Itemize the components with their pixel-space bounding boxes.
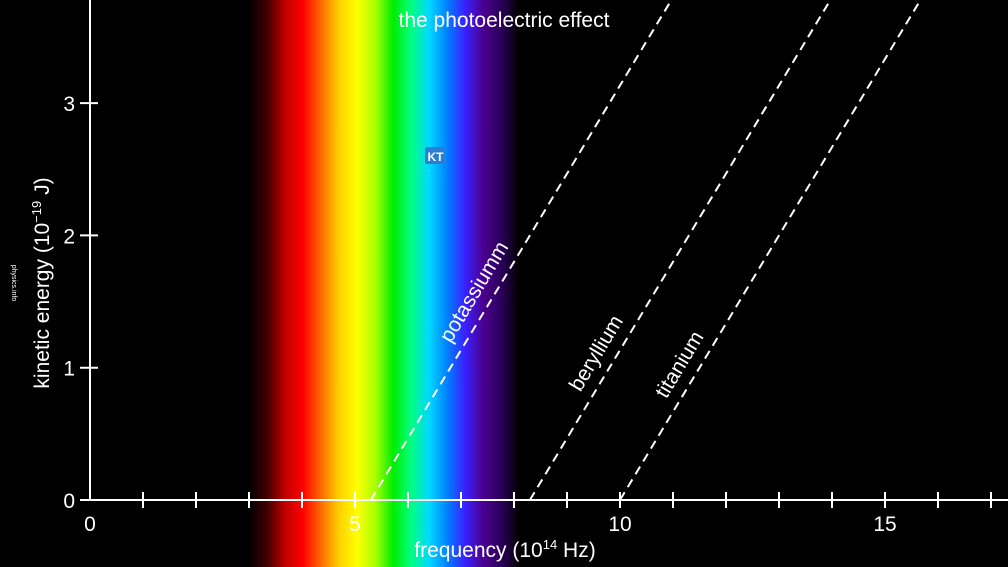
x-tick-label: 5 bbox=[349, 513, 361, 536]
visible-spectrum-band bbox=[249, 0, 520, 567]
series-line-potassiumm bbox=[370, 0, 673, 501]
x-tick-label: 0 bbox=[84, 513, 96, 536]
x-tick-label: 10 bbox=[608, 513, 631, 536]
y-axis-label-unit: J) bbox=[31, 177, 54, 200]
x-axis-label: frequency (1014 Hz) bbox=[414, 537, 595, 562]
series-label-titanium: titanium bbox=[651, 327, 709, 402]
y-axis-label-exponent: −19 bbox=[29, 201, 44, 223]
x-tick-label: 15 bbox=[873, 513, 896, 536]
y-axis-label-main: kinetic energy (10 bbox=[31, 223, 54, 389]
y-tick-label: 3 bbox=[63, 93, 75, 116]
y-tick-label: 1 bbox=[63, 358, 75, 381]
series-line-titanium bbox=[619, 0, 922, 501]
axes-layer: 0 5 10 15 0 1 2 3 bbox=[63, 0, 1008, 536]
kt-badge bbox=[425, 147, 446, 164]
x-axis-label-main: frequency (10 bbox=[414, 539, 542, 562]
chart-title: the photoelectric effect bbox=[399, 9, 610, 32]
series-line-beryllium bbox=[529, 0, 832, 501]
y-axis-label: kinetic energy (10−19 J) bbox=[29, 177, 54, 388]
kt-badge-text: KT bbox=[428, 150, 445, 164]
x-axis-label-exponent: 14 bbox=[543, 537, 557, 552]
x-axis-label-unit: Hz) bbox=[557, 539, 596, 562]
watermark: physics.info bbox=[10, 265, 17, 302]
y-tick-label: 0 bbox=[63, 490, 75, 513]
y-tick-label: 2 bbox=[63, 225, 75, 248]
